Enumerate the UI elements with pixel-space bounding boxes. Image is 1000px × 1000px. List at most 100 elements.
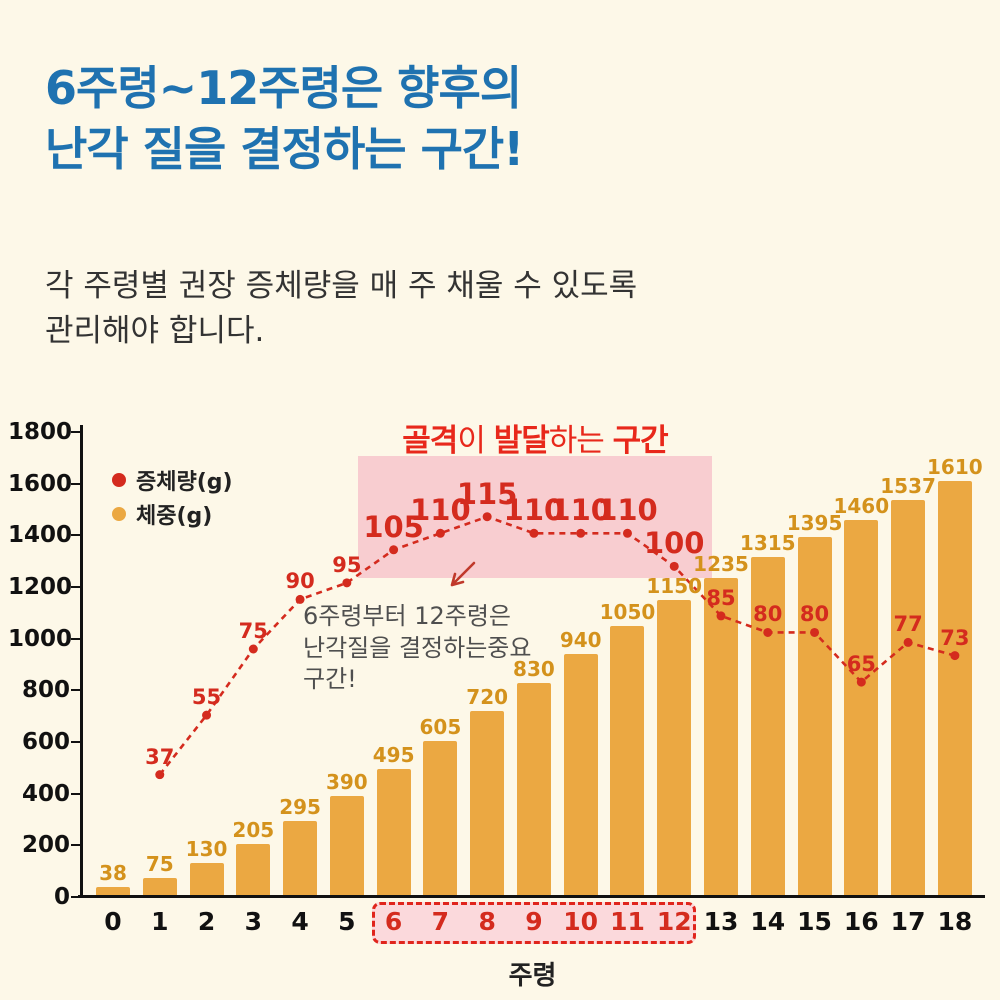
weight-bar-value-label: 130 <box>185 837 228 862</box>
weight-bar-value-label: 1460 <box>833 493 890 518</box>
gain-value-label: 110 <box>597 493 658 528</box>
x-tick-label: 10 <box>563 907 599 936</box>
weight-bar-value-label: 1537 <box>880 473 936 498</box>
y-tick-mark <box>71 431 80 433</box>
page-subtitle-line2: 관리해야 합니다. <box>45 312 265 349</box>
y-tick-label: 0 <box>53 884 70 910</box>
weight-bar <box>236 844 271 897</box>
weight-bar-value-label: 1610 <box>927 455 983 480</box>
x-tick-label: 6 <box>384 907 403 936</box>
y-tick-label: 1200 <box>8 574 73 600</box>
weight-bar <box>189 863 224 897</box>
x-tick-label: 15 <box>797 907 832 936</box>
x-tick-label: 8 <box>478 907 496 936</box>
x-tick-label: 11 <box>610 907 645 936</box>
gain-value-label: 80 <box>799 602 830 627</box>
weight-legend-label: 체중(g) <box>136 504 213 529</box>
page-title-line1: 6주령~12주령은 향후의 <box>45 61 522 115</box>
y-tick-label: 400 <box>21 780 70 807</box>
x-tick-label: 13 <box>703 907 739 936</box>
y-tick-label: 1000 <box>8 625 73 652</box>
y-tick-mark <box>71 896 80 898</box>
x-tick-label: 7 <box>431 907 450 936</box>
x-tick-label: 1 <box>151 907 169 936</box>
growth-chart: 골격이 발달하는 구간 0 200 400 600 800 1000 1200 1400 160… <box>0 415 1000 1000</box>
weight-bar-value-label: 1315 <box>739 531 796 556</box>
axis-labels-layer: 0 200 400 600 800 1000 1200 1400 1600 1800 0 1 2 3 4 5 6… <box>0 415 1000 1000</box>
gain-value-label: 55 <box>191 685 222 710</box>
highlight-band-title: 골격이 발달하는 구간 <box>330 415 740 460</box>
band-title-segment: 하는 <box>548 423 613 459</box>
legend-item-gain: 증체량(g) <box>112 463 233 497</box>
annotation-line: 구간! <box>303 665 357 694</box>
x-tick-label: 17 <box>890 907 926 936</box>
x-tick-label: 12 <box>656 907 692 936</box>
y-tick-label: 1600 <box>8 470 73 497</box>
page-subtitle-line1: 각 주령별 권장 증체량을 매 주 채울 수 있도록 <box>45 268 638 304</box>
legend-item-weight: 체중(g) <box>112 497 233 531</box>
weight-bar-value-label: 1050 <box>599 599 656 624</box>
weight-bar-value-label: 495 <box>372 743 415 768</box>
y-tick-mark <box>71 586 80 588</box>
weight-bar-value-label: 205 <box>232 818 275 843</box>
gain-value-label: 100 <box>643 526 705 561</box>
weight-bar <box>142 877 177 897</box>
y-tick-mark <box>71 534 80 537</box>
weight-bar <box>96 887 130 897</box>
y-tick-label: 600 <box>21 729 70 755</box>
weight-bar-value-label: 605 <box>419 714 462 739</box>
x-tick-label: 9 <box>525 907 543 936</box>
gain-value-label: 37 <box>145 744 175 769</box>
y-tick-mark <box>71 689 80 692</box>
band-title-segment: 골격 <box>402 423 458 459</box>
x-axis-line <box>78 895 985 898</box>
y-tick-mark <box>71 637 80 640</box>
gain-legend-label: 증체량(g) <box>136 470 233 495</box>
y-tick-label: 1400 <box>8 522 73 549</box>
x-tick-label: 14 <box>750 907 786 936</box>
y-tick-mark <box>71 844 80 847</box>
weight-bar <box>376 769 411 897</box>
weight-bar-value-label: 940 <box>559 628 602 653</box>
x-tick-label: 18 <box>937 907 973 936</box>
gain-value-label: 65 <box>846 652 876 677</box>
band-title-segment: 이 <box>457 423 494 459</box>
highlighted-week-tickbox <box>371 902 697 944</box>
x-tick-label: 0 <box>104 907 122 936</box>
weight-bar-value-label: 38 <box>99 861 127 886</box>
gain-value-label: 95 <box>332 552 362 577</box>
weight-bar <box>329 796 364 897</box>
y-tick-mark <box>71 482 80 485</box>
gain-value-label: 75 <box>238 619 268 643</box>
x-tick-label: 4 <box>291 907 309 936</box>
gain-legend-dot-icon <box>112 473 126 487</box>
y-tick-mark <box>71 792 80 795</box>
page-title: 6주령~12주령은 향후의 난각 질을 결정하는 구간! <box>45 58 524 179</box>
y-tick-mark <box>71 741 80 743</box>
weight-bar <box>283 820 318 897</box>
x-tick-label: 5 <box>338 907 356 936</box>
band-title-segment: 발달 <box>493 423 550 459</box>
y-axis-line <box>80 425 83 898</box>
x-axis-title: 주령 <box>508 961 557 991</box>
x-tick-label: 16 <box>843 907 879 936</box>
page-title-line2: 난각 질을 결정하는 구간! <box>45 121 524 176</box>
page-subtitle: 각 주령별 권장 증체량을 매 주 채울 수 있도록 관리해야 합니다. <box>45 264 637 354</box>
band-title-segment: 구간 <box>612 423 669 459</box>
gain-value-label: 73 <box>940 625 970 650</box>
gain-value-label: 115 <box>456 476 518 511</box>
weight-bar-value-label: 75 <box>145 851 174 876</box>
weight-legend-dot-icon <box>112 507 126 521</box>
x-tick-label: 2 <box>197 907 216 936</box>
chart-legend: 증체량(g) 체중(g) <box>112 463 233 531</box>
weight-bar-value-label: 390 <box>325 770 368 795</box>
weight-bar-value-label: 295 <box>279 794 321 819</box>
annotation-line: 6주령부터 12주령은 <box>303 602 511 630</box>
y-tick-label: 800 <box>21 677 70 704</box>
annotation-line: 난각질을 결정하는중요 <box>303 633 532 662</box>
y-tick-label: 200 <box>21 832 70 859</box>
x-tick-label: 3 <box>244 907 262 936</box>
y-tick-label: 1800 <box>8 419 73 445</box>
